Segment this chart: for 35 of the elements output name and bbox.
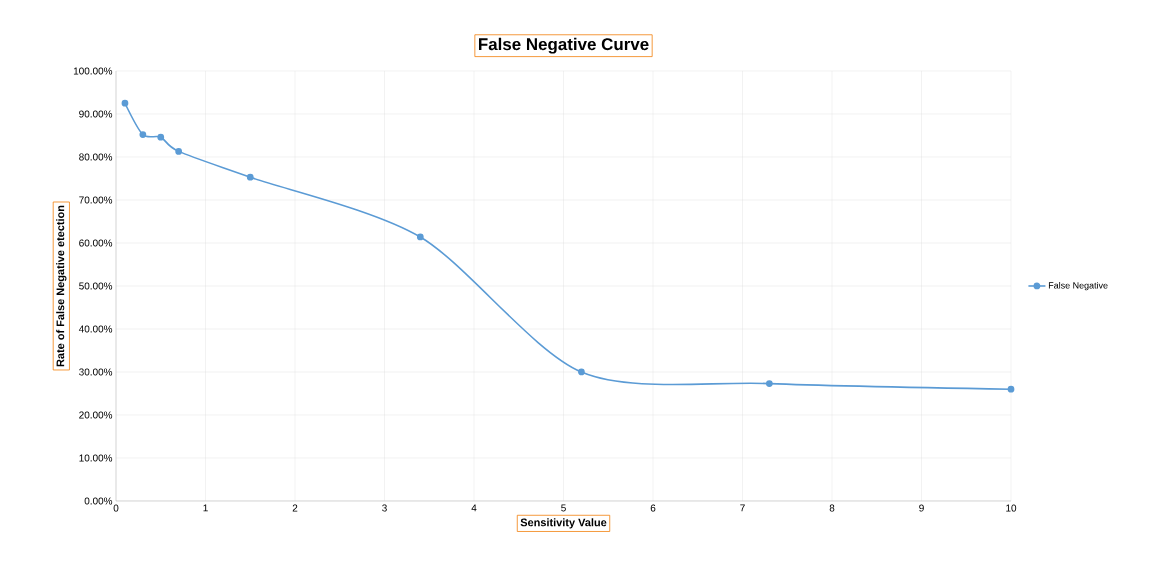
point <box>121 99 129 107</box>
x-tick-label: 1 <box>203 504 208 512</box>
point <box>765 380 773 387</box>
point <box>175 148 183 155</box>
y-tick-label: 90.00% <box>79 110 113 118</box>
x-tick-label: 6 <box>650 504 656 512</box>
point <box>578 368 585 376</box>
y-tick-label: 60.00% <box>79 239 113 247</box>
y-tick-label: 100.00% <box>73 67 113 75</box>
x-tick-label: 3 <box>382 504 387 512</box>
x-tick-label: 7 <box>740 504 745 512</box>
y-axis-title: Rate of False Negative etection <box>56 205 67 367</box>
x-tick-label: 2 <box>292 504 298 512</box>
y-tick-label: 50.00% <box>79 282 113 290</box>
x-tick-label: 8 <box>829 504 835 512</box>
y-tick-label: 10.00% <box>79 454 113 462</box>
point <box>416 233 424 241</box>
y-tick-label: 30.00% <box>79 368 113 376</box>
x-axis-title: Sensitivity Value <box>520 518 607 529</box>
point <box>246 173 254 181</box>
x-tick-label: 10 <box>1006 504 1017 512</box>
point <box>1007 385 1015 393</box>
point <box>157 133 165 141</box>
y-tick-label: 0.00% <box>84 497 113 505</box>
y-tick-label: 40.00% <box>78 325 113 333</box>
y-tick-label: 20.00% <box>79 411 113 419</box>
x-tick-label: 4 <box>471 504 477 512</box>
y-tick-label: 80.00% <box>79 153 113 161</box>
legend-label: False Negative <box>1048 281 1108 291</box>
chart-title: False Negative Curve <box>478 37 649 54</box>
x-tick-label: 0 <box>113 504 119 512</box>
point <box>139 131 147 139</box>
x-tick-label: 5 <box>561 504 566 512</box>
y-tick-label: 70.00% <box>79 196 113 204</box>
x-tick-label: 9 <box>919 504 924 512</box>
